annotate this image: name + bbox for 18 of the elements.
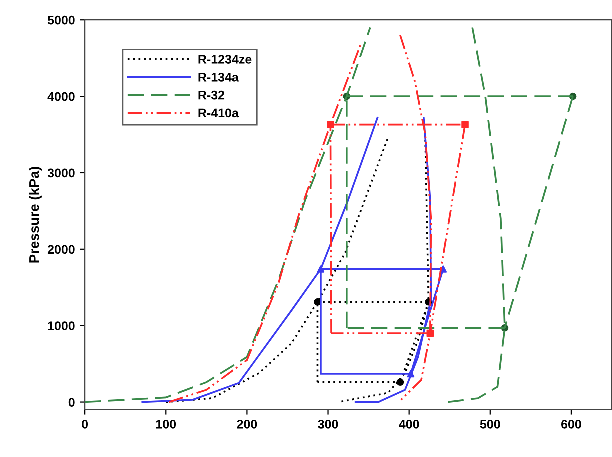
x-tick-label: 200	[237, 420, 258, 429]
x-tick-label: 500	[480, 420, 500, 429]
y-tick-label: 3000	[48, 168, 75, 178]
y-tick-label: 4000	[48, 92, 75, 102]
legend-label: R-410a	[198, 108, 240, 118]
legend-label: R-134a	[198, 72, 240, 82]
x-tick-label: 400	[399, 420, 420, 429]
x-tick-label: 300	[318, 420, 338, 429]
y-tick-label: 2000	[48, 245, 75, 254]
y-tick-label: 1000	[48, 322, 75, 330]
legend-label: R-32	[198, 90, 225, 100]
x-tick-label: 0	[82, 420, 88, 429]
y-tick-label: 0	[68, 398, 75, 407]
y-axis-title: Pressure (kPa)	[29, 167, 42, 263]
x-tick-label: 600	[561, 420, 582, 429]
legend-label: R-1234ze	[198, 55, 252, 64]
y-tick-label: 5000	[48, 16, 75, 25]
x-tick-label: 100	[156, 420, 176, 429]
